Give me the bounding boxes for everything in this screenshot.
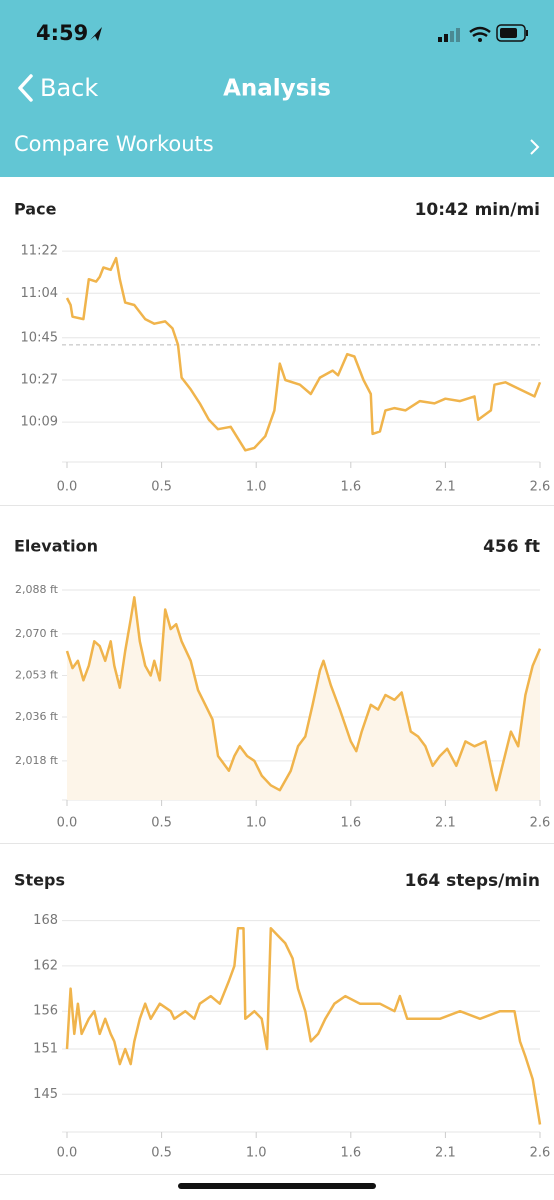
x-tick-label: 2.1: [435, 480, 456, 495]
y-tick-label: 11:22: [21, 244, 58, 259]
y-tick-label: 2,088 ft: [15, 583, 59, 596]
y-tick-label: 10:27: [21, 372, 58, 387]
area: [67, 597, 540, 800]
y-tick-label: 2,053 ft: [15, 668, 59, 681]
line: [65, 926, 542, 1125]
line: [65, 256, 542, 452]
status-time: 4:59: [36, 21, 88, 45]
chart-summary: 164 steps/min: [405, 871, 540, 891]
x-tick-label: 2.6: [530, 480, 551, 495]
location-icon: [90, 27, 102, 41]
y-tick-label: 2,036 ft: [15, 710, 59, 723]
back-label[interactable]: Back: [40, 74, 98, 102]
y-tick-label: 162: [33, 958, 58, 973]
back-button[interactable]: Back: [18, 74, 98, 102]
y-tick-label: 156: [33, 1004, 58, 1019]
battery: [496, 24, 526, 42]
chart-title: Steps: [14, 871, 65, 890]
chart: Elevation 456 ft 2,088 ft 2,070 ft 2,053 ft 2…: [14, 537, 550, 831]
battery-level: [500, 28, 517, 38]
x-tick-label: 2.6: [530, 816, 551, 831]
x-tick-label: 2.1: [435, 1146, 456, 1161]
charts: Pace 10:42 min/mi 11:22 11:04 10:45 10:27 10:0…: [14, 200, 550, 1161]
x-tick-label: 0.0: [57, 1146, 78, 1161]
chart-title: Pace: [14, 200, 57, 219]
x-tick-label: 2.6: [530, 1146, 551, 1161]
x-tick-label: 1.0: [246, 1146, 267, 1161]
y-tick-label: 10:09: [21, 415, 58, 430]
chart-summary: 10:42 min/mi: [415, 200, 540, 220]
y-tick-label: 145: [33, 1087, 58, 1102]
battery-tip: [526, 30, 528, 36]
separator: [0, 843, 554, 844]
line: [65, 596, 542, 792]
wifi-dot: [478, 38, 482, 42]
chart: Steps 164 steps/min 168 162 156 151 145 0.0 0.5 1…: [14, 871, 550, 1161]
y-tick-label: 11:04: [21, 286, 58, 301]
compare-row[interactable]: Compare Workouts: [14, 132, 540, 156]
compare-label[interactable]: Compare Workouts: [14, 132, 214, 156]
x-tick-label: 0.5: [151, 816, 172, 831]
x-tick-label: 1.6: [340, 816, 361, 831]
home-indicator: [178, 1183, 376, 1189]
back-chevron[interactable]: [18, 74, 33, 102]
y-tick-label: 10:45: [21, 330, 58, 345]
wifi-icon: [469, 26, 491, 38]
x-tick-label: 0.0: [57, 816, 78, 831]
chart: Pace 10:42 min/mi 11:22 11:04 10:45 10:27 10:0…: [14, 200, 550, 495]
separator: [0, 505, 554, 506]
separator: [0, 1174, 554, 1175]
x-tick-label: 1.6: [340, 480, 361, 495]
x-tick-label: 0.5: [151, 480, 172, 495]
compare-chevron[interactable]: [530, 139, 540, 155]
x-tick-label: 0.0: [57, 480, 78, 495]
x-tick-label: 1.0: [246, 816, 267, 831]
x-tick-label: 2.1: [435, 816, 456, 831]
x-tick-label: 1.0: [246, 480, 267, 495]
y-tick-label: 2,070 ft: [15, 627, 59, 640]
y-tick-label: 151: [33, 1041, 58, 1056]
header-background: [0, 0, 554, 177]
x-tick-label: 1.6: [340, 1146, 361, 1161]
x-tick-label: 0.5: [151, 1146, 172, 1161]
chart-summary: 456 ft: [483, 537, 540, 557]
signal-icon: [438, 28, 460, 42]
screen-title: Analysis: [223, 76, 331, 102]
y-tick-label: 168: [33, 913, 58, 928]
y-tick-label: 2,018 ft: [15, 754, 59, 767]
chart-title: Elevation: [14, 537, 98, 556]
